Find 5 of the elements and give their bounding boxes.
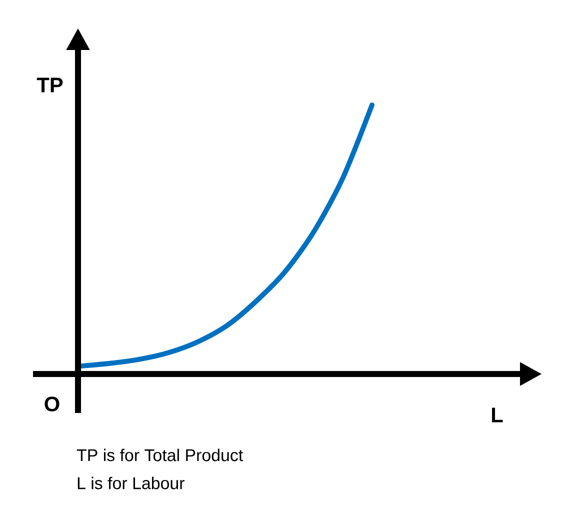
text: O	[44, 396, 60, 412]
text: TP is for Total Product	[76, 448, 243, 462]
text: L is for Labour	[78, 476, 184, 490]
text: L	[492, 408, 503, 422]
y-axis-title: TP	[36, 78, 63, 92]
